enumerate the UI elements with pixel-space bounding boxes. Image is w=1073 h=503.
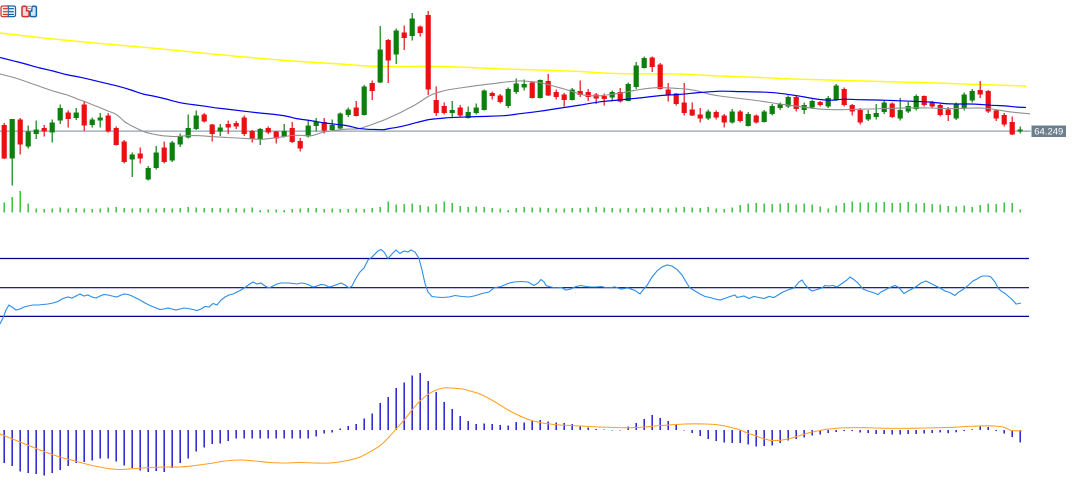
svg-text:64.249: 64.249 [1034, 127, 1063, 138]
